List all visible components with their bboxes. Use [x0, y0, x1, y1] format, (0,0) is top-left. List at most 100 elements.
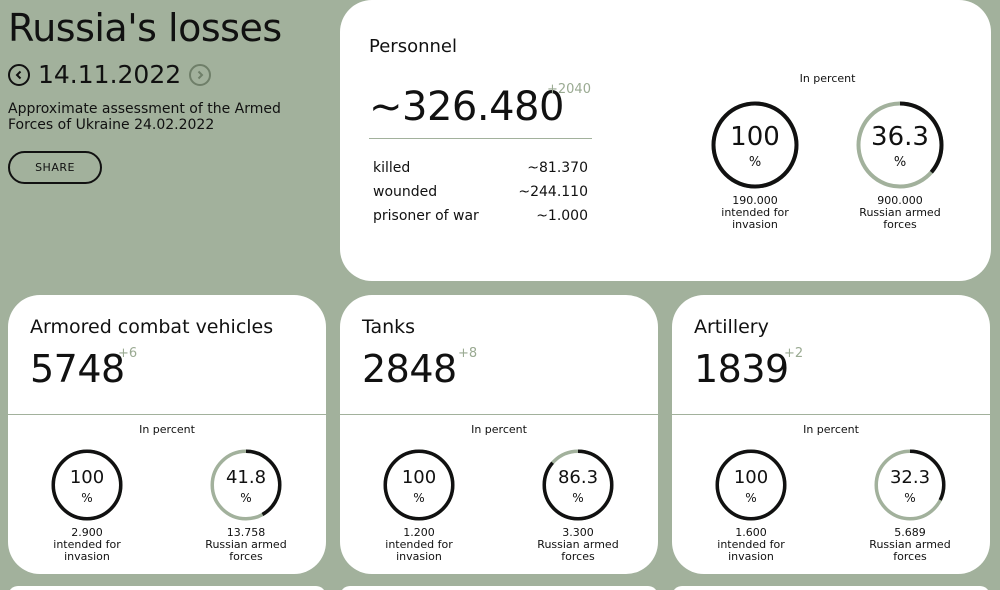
progress-ring: [715, 449, 787, 521]
percent-circle-armed-forces: 36.3 % 900.000 Russian armed forces: [845, 101, 955, 231]
card-delta: +8: [458, 346, 478, 361]
in-percent-label: In percent: [471, 423, 527, 436]
chevron-right-icon: [197, 70, 204, 79]
next-card-edge: [8, 586, 326, 590]
breakdown-value: ~81.370: [527, 160, 588, 176]
card-title: Artillery: [694, 316, 769, 338]
personnel-card: Personnel ~326.480 +2040 killed ~81.370 …: [340, 0, 991, 281]
chevron-left-icon: [15, 70, 22, 79]
divider: [369, 138, 592, 139]
caption-count: 13.758: [226, 526, 266, 539]
caption-line: invasion: [728, 550, 774, 563]
ring-progress: [542, 449, 614, 521]
circle-unit: %: [904, 491, 916, 505]
progress-ring: [383, 449, 455, 521]
progress-ring: [51, 449, 123, 521]
percent-circle-armed-forces: 41.8 % 13.758 Russian armed forces: [196, 449, 296, 563]
date-navigator: 14.11.2022: [8, 60, 212, 89]
caption-line: invasion: [396, 550, 442, 563]
percent-circle-armed-forces: 86.3 % 3.300 Russian armed forces: [528, 449, 628, 563]
caption-count: 900.000: [877, 194, 923, 207]
circle-caption: 13.758 Russian armed forces: [196, 527, 296, 563]
previous-date-button[interactable]: [8, 63, 30, 86]
breakdown-label: prisoner of war: [373, 208, 479, 224]
in-percent-label: In percent: [799, 72, 856, 85]
caption-count: 3.300: [562, 526, 594, 539]
progress-ring: [210, 449, 282, 521]
card-title: Tanks: [362, 316, 416, 338]
circle-unit: %: [745, 491, 757, 505]
circle-caption: 2.900 intended for invasion: [42, 527, 132, 563]
breakdown-value: ~244.110: [518, 184, 588, 200]
progress-ring: [711, 101, 799, 189]
card-title: Armored combat vehicles: [30, 316, 274, 338]
progress-ring: [542, 449, 614, 521]
progress-ring: [856, 101, 944, 189]
in-percent-label: In percent: [139, 423, 195, 436]
ring-progress: [874, 449, 946, 521]
caption-line: forces: [229, 550, 263, 563]
share-button[interactable]: SHARE: [8, 151, 102, 184]
caption-count: 1.600: [735, 526, 767, 539]
next-card-edge: [672, 586, 990, 590]
ring-progress: [210, 449, 282, 521]
percent-circle-armed-forces: 32.3 % 5.689 Russian armed forces: [860, 449, 960, 563]
circle-unit: %: [748, 155, 762, 170]
circle-caption: 900.000 Russian armed forces: [845, 195, 955, 231]
breakdown-row: killed ~81.370: [373, 156, 588, 180]
percent-circle-intended: 100 % 190.000 intended for invasion: [706, 101, 804, 231]
artillery-card: Artillery 1839 +2 In percent 100 % 1.600…: [672, 295, 990, 574]
caption-line: Russian armed: [205, 538, 287, 551]
caption-line: forces: [893, 550, 927, 563]
divider: [340, 414, 658, 415]
personnel-breakdown: killed ~81.370 wounded ~244.110 prisoner…: [373, 156, 588, 228]
caption-count: 2.900: [71, 526, 103, 539]
caption-line: forces: [561, 550, 595, 563]
circle-caption: 5.689 Russian armed forces: [860, 527, 960, 563]
caption-count: 5.689: [894, 526, 926, 539]
percent-circle-intended: 100 % 1.600 intended for invasion: [706, 449, 796, 563]
page-subtitle: Approximate assessment of the Armed Forc…: [8, 101, 281, 133]
circle-unit: %: [413, 491, 425, 505]
breakdown-row: prisoner of war ~1.000: [373, 204, 588, 228]
current-date: 14.11.2022: [38, 60, 182, 89]
caption-count: 190.000: [732, 194, 778, 207]
circle-value: 86.3: [557, 467, 599, 488]
caption-line: intended for: [53, 538, 121, 551]
ring-progress: [711, 101, 799, 189]
breakdown-value: ~1.000: [536, 208, 588, 224]
next-date-button[interactable]: [189, 63, 212, 86]
circle-value: 32.3: [889, 467, 931, 488]
circle-value: 100: [730, 122, 780, 152]
ring-progress: [856, 101, 944, 189]
tanks-card: Tanks 2848 +8 In percent 100 % 1.200 int…: [340, 295, 658, 574]
circle-value: 100: [733, 467, 769, 488]
circle-value: 41.8: [225, 467, 267, 488]
ring-progress: [51, 449, 123, 521]
circle-unit: %: [240, 491, 252, 505]
caption-line: intended for: [717, 538, 785, 551]
circle-caption: 190.000 intended for invasion: [706, 195, 804, 231]
ring-progress: [383, 449, 455, 521]
page-title: Russia's losses: [8, 6, 282, 50]
percent-circle-intended: 100 % 1.200 intended for invasion: [374, 449, 464, 563]
circle-caption: 3.300 Russian armed forces: [528, 527, 628, 563]
caption-line: forces: [883, 218, 917, 231]
card-delta: +6: [118, 346, 138, 361]
circle-value: 100: [401, 467, 437, 488]
caption-line: Russian armed: [537, 538, 619, 551]
circle-unit: %: [893, 155, 907, 170]
circle-caption: 1.600 intended for invasion: [706, 527, 796, 563]
breakdown-label: wounded: [373, 184, 438, 200]
percent-circle-intended: 100 % 2.900 intended for invasion: [42, 449, 132, 563]
caption-line: intended for: [385, 538, 453, 551]
circle-unit: %: [572, 491, 584, 505]
caption-line: invasion: [732, 218, 778, 231]
caption-line: Russian armed: [869, 538, 951, 551]
armored-vehicles-card: Armored combat vehicles 5748 +6 In perce…: [8, 295, 326, 574]
card-total: 2848: [362, 347, 457, 391]
card-total: 1839: [694, 347, 789, 391]
circle-value: 36.3: [871, 122, 929, 152]
caption-line: Russian armed: [859, 206, 941, 219]
personnel-delta: +2040: [547, 82, 591, 97]
